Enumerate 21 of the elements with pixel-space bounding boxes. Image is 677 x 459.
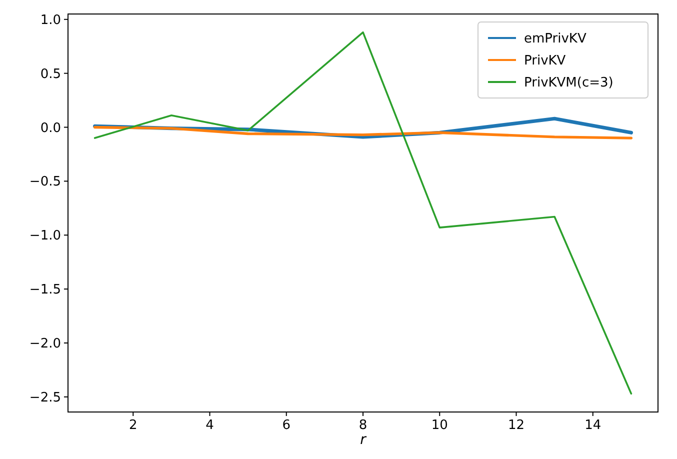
y-tick-label: −2.0 — [29, 336, 61, 352]
y-tick-label: −2.5 — [29, 390, 61, 406]
x-tick-label: 8 — [358, 418, 368, 433]
legend-label: PrivKVM(c=3) — [524, 76, 614, 91]
x-tick-label: 10 — [431, 418, 448, 433]
y-tick-label: −0.5 — [29, 174, 61, 190]
y-tick-label: 0.5 — [40, 66, 61, 82]
y-tick-label: 1.0 — [40, 12, 61, 28]
x-tick-label: 14 — [584, 418, 602, 433]
x-axis-title: r — [360, 432, 368, 448]
y-tick-label: −1.5 — [29, 282, 61, 298]
x-tick-label: 6 — [282, 418, 291, 433]
x-tick-label: 4 — [206, 418, 214, 433]
x-tick-label: 2 — [128, 418, 138, 433]
x-tick-label: 12 — [508, 418, 525, 433]
legend-label: PrivKV — [524, 54, 566, 69]
line-series — [94, 31, 632, 395]
line-series — [93, 126, 633, 140]
y-tick-label: −1.0 — [29, 228, 61, 244]
y-tick-label: 0.0 — [40, 120, 61, 136]
legend-label: emPrivKV — [524, 32, 586, 47]
